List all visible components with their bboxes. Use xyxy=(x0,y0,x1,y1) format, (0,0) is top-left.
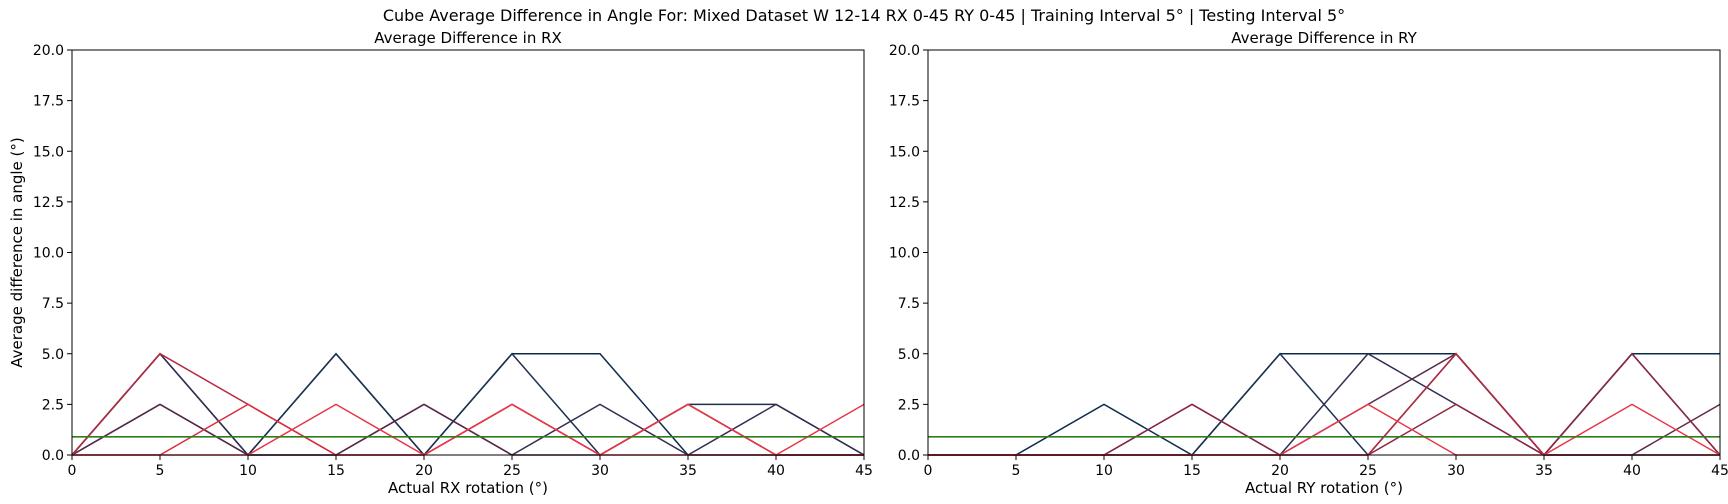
x-tick-label: 10 xyxy=(239,463,257,479)
x-tick-label: 25 xyxy=(503,463,521,479)
y-tick-label: 17.5 xyxy=(889,94,920,110)
y-tick-label: 10.0 xyxy=(889,246,920,262)
x-axis-label: Actual RX rotation (°) xyxy=(388,479,548,497)
y-tick-label: 2.5 xyxy=(42,397,64,413)
series-line-2 xyxy=(71,352,865,457)
x-tick-label: 45 xyxy=(855,463,873,479)
y-tick-label: 15.0 xyxy=(33,144,64,160)
figure-title: Cube Average Difference in Angle For: Mi… xyxy=(382,6,1346,25)
y-tick-label: 5.0 xyxy=(898,347,920,363)
y-tick-label: 20.0 xyxy=(33,43,64,59)
y-axis-label: Average difference in angle (°) xyxy=(8,137,26,367)
x-tick-label: 5 xyxy=(1012,463,1021,479)
x-tick-label: 25 xyxy=(1359,463,1377,479)
series-line-7 xyxy=(928,403,1721,456)
x-tick-label: 10 xyxy=(1095,463,1113,479)
y-tick-label: 12.5 xyxy=(889,195,920,211)
x-tick-label: 15 xyxy=(327,463,345,479)
y-tick-label: 7.5 xyxy=(42,296,64,312)
y-tick-label: 12.5 xyxy=(33,195,64,211)
x-tick-label: 5 xyxy=(156,463,165,479)
x-tick-label: 20 xyxy=(1271,463,1289,479)
x-tick-label: 15 xyxy=(1183,463,1201,479)
y-tick-label: 0.0 xyxy=(42,448,64,464)
chart-panel-2: 0 5 10 15 20 25 30 35 40 45 0.0 2.5 5.0 7.5 10.0 12.5 15… xyxy=(889,29,1728,497)
y-tick-label: 2.5 xyxy=(898,397,920,413)
x-tick-label: 0 xyxy=(68,463,77,479)
y-tick-label: 7.5 xyxy=(898,296,920,312)
x-tick-label: 0 xyxy=(924,463,933,479)
plot-frame xyxy=(71,49,865,456)
y-tick-label: 20.0 xyxy=(889,43,920,59)
x-tick-label: 35 xyxy=(679,463,697,479)
x-tick-label: 45 xyxy=(1711,463,1728,479)
x-tick-label: 35 xyxy=(1535,463,1553,479)
x-tick-label: 20 xyxy=(415,463,433,479)
y-tick-label: 15.0 xyxy=(889,144,920,160)
x-tick-label: 30 xyxy=(591,463,609,479)
x-tick-label: 30 xyxy=(1447,463,1465,479)
y-tick-label: 17.5 xyxy=(33,94,64,110)
y-tick-label: 5.0 xyxy=(42,347,64,363)
series-line-3 xyxy=(928,352,1721,456)
chart-title: Average Difference in RX xyxy=(374,29,562,47)
y-tick-label: 10.0 xyxy=(33,246,64,262)
x-tick-label: 40 xyxy=(767,463,785,479)
y-tick-label: 0.0 xyxy=(898,448,920,464)
x-tick-label: 40 xyxy=(1623,463,1641,479)
plot-frame xyxy=(927,49,1721,456)
series-line-7 xyxy=(72,403,865,456)
chart-title: Average Difference in RY xyxy=(1231,29,1417,47)
chart-panel-1: 0 5 10 15 20 25 30 35 40 45 0.0 2.5 5.0 7.5 10.0 12.5 15… xyxy=(8,29,873,497)
x-axis-label: Actual RY rotation (°) xyxy=(1245,479,1403,497)
